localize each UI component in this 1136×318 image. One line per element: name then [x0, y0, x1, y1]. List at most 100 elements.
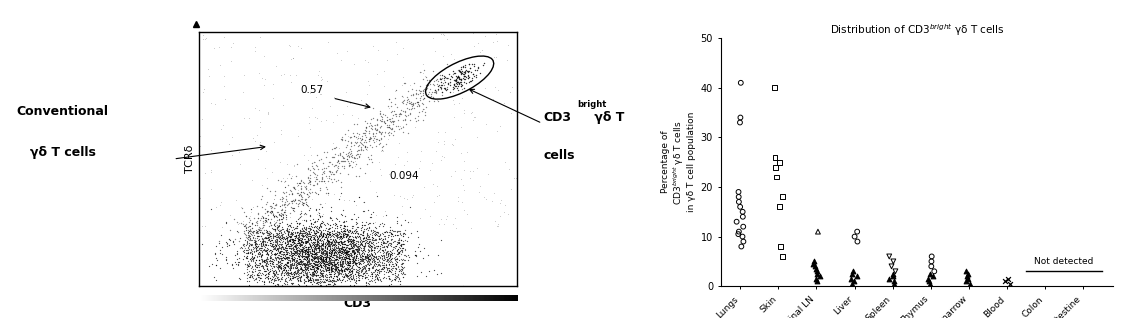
Point [476, 86, 494, 91]
Point [257, 262, 275, 267]
Point [434, 31, 452, 37]
Point [336, 248, 354, 253]
Point [373, 266, 391, 271]
Point [337, 255, 356, 260]
Point [332, 256, 350, 261]
Point [268, 259, 286, 264]
Point [279, 237, 298, 242]
Point [339, 259, 357, 264]
Point [386, 112, 404, 117]
Point [415, 68, 433, 73]
Point [282, 234, 300, 239]
Point [327, 231, 345, 236]
Point [289, 187, 307, 192]
Point [366, 263, 384, 268]
Point [261, 221, 279, 226]
Point [269, 238, 287, 244]
Point [274, 176, 292, 181]
Point [369, 233, 387, 238]
Point [298, 271, 316, 276]
Point [236, 232, 254, 237]
Point [291, 191, 309, 196]
Point [323, 240, 341, 245]
Point [390, 237, 408, 242]
Point [251, 228, 269, 233]
Point [441, 82, 459, 87]
Point [394, 271, 412, 276]
Point [270, 249, 289, 254]
Point [382, 254, 400, 259]
Point [367, 272, 385, 277]
Point [395, 175, 414, 180]
Point [446, 76, 465, 81]
Point [349, 115, 367, 120]
Point [426, 87, 444, 93]
Point [352, 136, 370, 141]
Point [333, 241, 351, 246]
Point [399, 252, 417, 257]
Point [290, 200, 308, 205]
Point [235, 250, 253, 255]
Point [329, 275, 348, 280]
Point [308, 240, 326, 245]
Point [381, 261, 399, 266]
Point [358, 162, 376, 167]
Point [293, 263, 311, 268]
Point [319, 190, 337, 196]
Point [306, 250, 324, 255]
Point [310, 274, 328, 279]
Point [197, 170, 215, 176]
Point [353, 265, 371, 270]
Point [301, 236, 319, 241]
Point [420, 78, 438, 83]
Point [294, 218, 312, 223]
Point [449, 73, 467, 78]
Point [375, 233, 393, 238]
Point [296, 254, 315, 259]
Point [349, 244, 367, 249]
Point [383, 278, 401, 283]
Point [306, 263, 324, 268]
Point [359, 254, 377, 259]
Point [352, 250, 370, 255]
Point [358, 255, 376, 260]
Point [279, 232, 298, 238]
Point [265, 278, 283, 283]
Point [382, 110, 400, 115]
Point [267, 218, 285, 223]
Point [332, 247, 350, 252]
Point [309, 249, 327, 254]
Point [354, 245, 373, 250]
Point [364, 115, 382, 121]
Point [315, 240, 333, 245]
Point [299, 231, 317, 236]
Point [357, 133, 375, 138]
Point [354, 143, 373, 148]
Point [239, 234, 257, 239]
Point [373, 115, 391, 120]
Point [312, 265, 331, 270]
Point [245, 248, 264, 253]
Point [257, 218, 275, 223]
Point [383, 250, 401, 255]
Point [353, 271, 371, 276]
Point [324, 253, 342, 258]
Point [367, 261, 385, 266]
Point [321, 241, 340, 246]
Point [290, 239, 308, 245]
Point [294, 272, 312, 277]
Point [302, 227, 320, 232]
Point [383, 272, 401, 277]
Point [382, 100, 400, 105]
Point [299, 255, 317, 260]
Point [319, 259, 337, 264]
Point [379, 97, 398, 102]
Point [302, 235, 320, 240]
Point [276, 256, 294, 261]
Point [442, 74, 460, 79]
Point [371, 242, 390, 247]
Point [278, 176, 296, 181]
Point [365, 257, 383, 262]
Point [256, 280, 274, 285]
Point [267, 235, 285, 240]
